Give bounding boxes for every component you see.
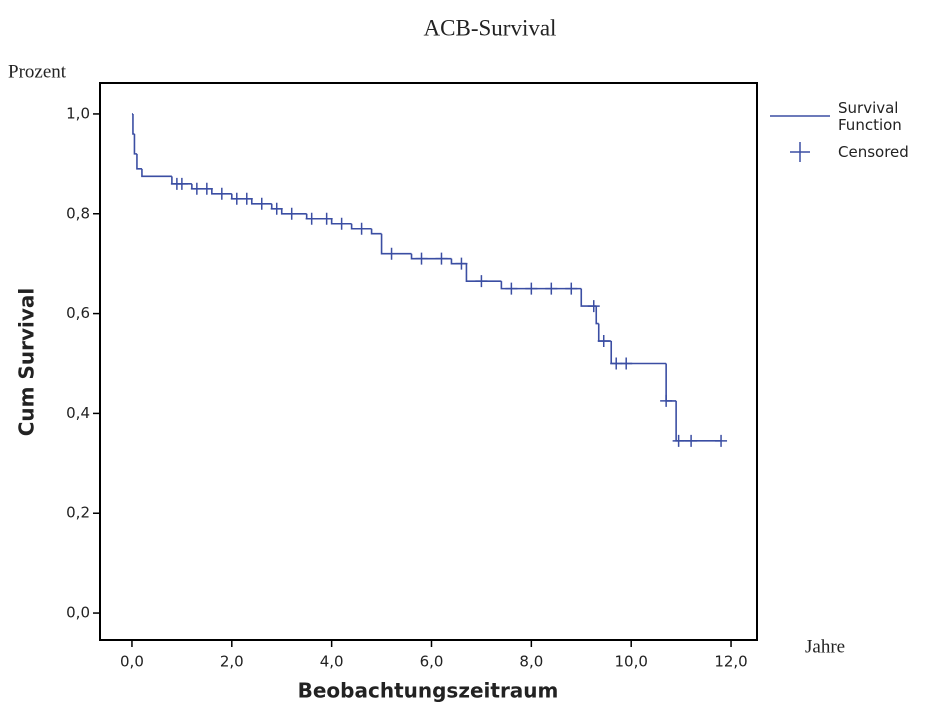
legend-label: Censored — [838, 143, 909, 161]
censored-marker — [305, 212, 318, 225]
censored-marker — [505, 282, 518, 295]
survival-step — [133, 133, 137, 155]
censored-marker — [255, 197, 268, 210]
censored-marker — [335, 217, 348, 230]
y-tick-label: 0,0 — [66, 604, 90, 622]
censored-marker — [435, 252, 448, 265]
y-axis-title: Cum Survival — [15, 288, 39, 437]
survival-step — [370, 228, 382, 235]
censored-marker — [685, 434, 698, 447]
x-tick-label: 12,0 — [714, 653, 747, 671]
censored-marker — [175, 177, 188, 190]
survival-step — [465, 263, 502, 282]
censored-marker — [587, 300, 600, 313]
y-tick-label: 0,6 — [66, 304, 90, 322]
x-axis-title: Beobachtungszeitraum — [298, 679, 559, 703]
y-tick-label: 0,2 — [66, 504, 90, 522]
censored-marker — [455, 257, 468, 270]
x-tick-label: 6,0 — [420, 653, 444, 671]
survival-step — [141, 168, 172, 178]
y-unit-label: Prozent — [8, 61, 67, 82]
censored-marker — [620, 357, 633, 370]
censored-marker — [715, 434, 728, 447]
survival-step — [380, 233, 412, 255]
censored-marker — [597, 335, 610, 348]
y-tick-label: 1,0 — [66, 104, 90, 122]
censored-marker — [672, 434, 685, 447]
censored-marker — [320, 212, 333, 225]
censored-marker — [660, 394, 673, 407]
x-unit-label: Jahre — [805, 636, 845, 657]
censored-marker — [565, 282, 578, 295]
censored-marker — [385, 247, 398, 260]
x-tick-label: 8,0 — [519, 653, 543, 671]
censored-marker — [215, 187, 228, 200]
survival-step — [280, 208, 307, 215]
legend-marker — [790, 142, 810, 162]
censored-marker — [415, 252, 428, 265]
x-tick-label: 4,0 — [320, 653, 344, 671]
survival-step — [136, 153, 142, 170]
censored-marker — [240, 192, 253, 205]
censored-marker — [270, 202, 283, 215]
chart-title: ACB-Survival — [424, 15, 557, 40]
censored-marker — [355, 222, 368, 235]
plot-frame — [99, 82, 758, 641]
y-tick-label: 0,8 — [66, 204, 90, 222]
censored-marker — [545, 282, 558, 295]
y-tick-label: 0,4 — [66, 404, 90, 422]
censored-marker — [475, 275, 488, 288]
survival-step — [595, 306, 599, 325]
x-tick-label: 10,0 — [614, 653, 647, 671]
censored-marker — [525, 282, 538, 295]
censored-marker — [285, 207, 298, 220]
censored-marker — [200, 182, 213, 195]
x-tick-label: 0,0 — [120, 653, 144, 671]
x-tick-label: 2,0 — [220, 653, 244, 671]
legend-label: Survival Function — [838, 99, 902, 134]
